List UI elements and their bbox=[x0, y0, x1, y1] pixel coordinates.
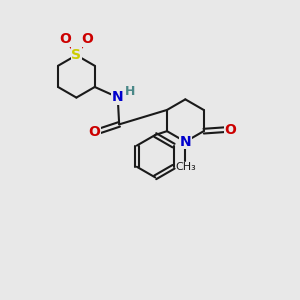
Text: H: H bbox=[125, 85, 135, 98]
Text: N: N bbox=[112, 90, 124, 104]
Text: O: O bbox=[224, 123, 236, 137]
Text: S: S bbox=[71, 48, 81, 62]
Text: N: N bbox=[179, 135, 191, 149]
Text: O: O bbox=[88, 125, 100, 139]
Text: O: O bbox=[59, 32, 71, 46]
Text: CH₃: CH₃ bbox=[175, 162, 196, 172]
Text: O: O bbox=[82, 32, 94, 46]
